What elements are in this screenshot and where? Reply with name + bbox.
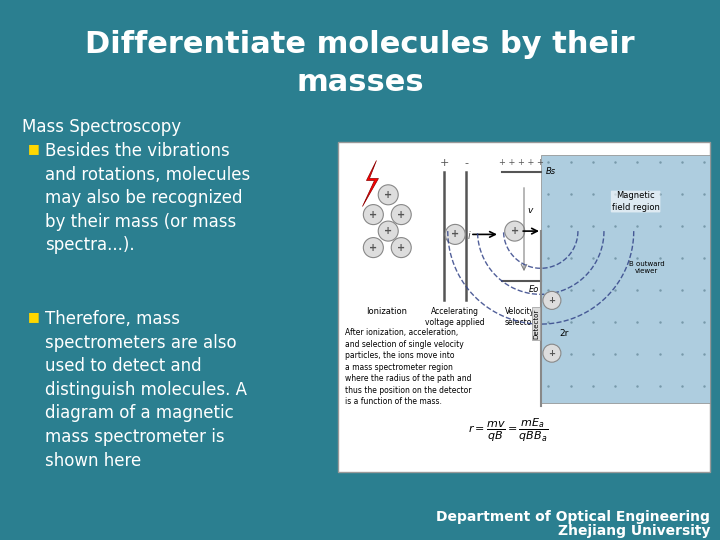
Text: Velocity
selector: Velocity selector <box>505 307 536 327</box>
Text: ■: ■ <box>28 310 40 323</box>
Circle shape <box>505 221 525 241</box>
Polygon shape <box>362 160 379 206</box>
Circle shape <box>543 292 561 309</box>
Text: -: - <box>464 158 468 168</box>
Text: +: + <box>369 242 377 253</box>
Text: B outward
viewer: B outward viewer <box>629 261 665 274</box>
Text: i: i <box>467 231 470 241</box>
Text: ■: ■ <box>28 142 40 155</box>
Text: Ionization: Ionization <box>366 307 407 316</box>
Circle shape <box>445 225 465 245</box>
Text: Therefore, mass
spectrometers are also
used to detect and
distinguish molecules.: Therefore, mass spectrometers are also u… <box>45 310 247 470</box>
Text: +: + <box>549 349 555 357</box>
Text: +: + <box>384 226 392 236</box>
Text: +: + <box>369 210 377 220</box>
Text: +: + <box>439 158 449 168</box>
Text: Accelerating
voltage applied: Accelerating voltage applied <box>426 307 485 327</box>
Text: Mass Spectroscopy: Mass Spectroscopy <box>22 118 181 136</box>
Text: Detector: Detector <box>533 308 539 339</box>
Circle shape <box>378 221 398 241</box>
Text: Bs: Bs <box>546 167 556 176</box>
Text: +: + <box>384 190 392 200</box>
Text: Department of Optical Engineering: Department of Optical Engineering <box>436 510 710 524</box>
Circle shape <box>391 238 411 258</box>
Text: +: + <box>397 210 405 220</box>
Text: +: + <box>510 226 519 236</box>
Text: +: + <box>397 242 405 253</box>
Text: Besides the vibrations
and rotations, molecules
may also be recognized
by their : Besides the vibrations and rotations, mo… <box>45 142 251 254</box>
FancyBboxPatch shape <box>541 155 710 403</box>
Circle shape <box>364 238 383 258</box>
Circle shape <box>543 344 561 362</box>
Text: v: v <box>527 206 532 214</box>
Text: +: + <box>451 230 459 239</box>
Text: Zhejiang University: Zhejiang University <box>557 524 710 538</box>
Text: Magnetic
field region: Magnetic field region <box>612 192 660 212</box>
Text: $r = \dfrac{mv}{qB} = \dfrac{mE_a}{qBB_a}$: $r = \dfrac{mv}{qB} = \dfrac{mE_a}{qBB_a… <box>468 417 549 444</box>
Text: Differentiate molecules by their: Differentiate molecules by their <box>85 30 635 59</box>
Circle shape <box>391 205 411 225</box>
Text: Eo: Eo <box>529 285 539 294</box>
Text: masses: masses <box>296 68 424 97</box>
Text: +: + <box>549 296 555 305</box>
Circle shape <box>364 205 383 225</box>
Text: 2r: 2r <box>559 329 569 338</box>
Circle shape <box>378 185 398 205</box>
Text: After ionization, acceleration,
and selection of single velocity
particles, the : After ionization, acceleration, and sele… <box>346 328 472 406</box>
Text: + + + + +: + + + + + <box>499 158 544 167</box>
FancyBboxPatch shape <box>338 142 710 472</box>
